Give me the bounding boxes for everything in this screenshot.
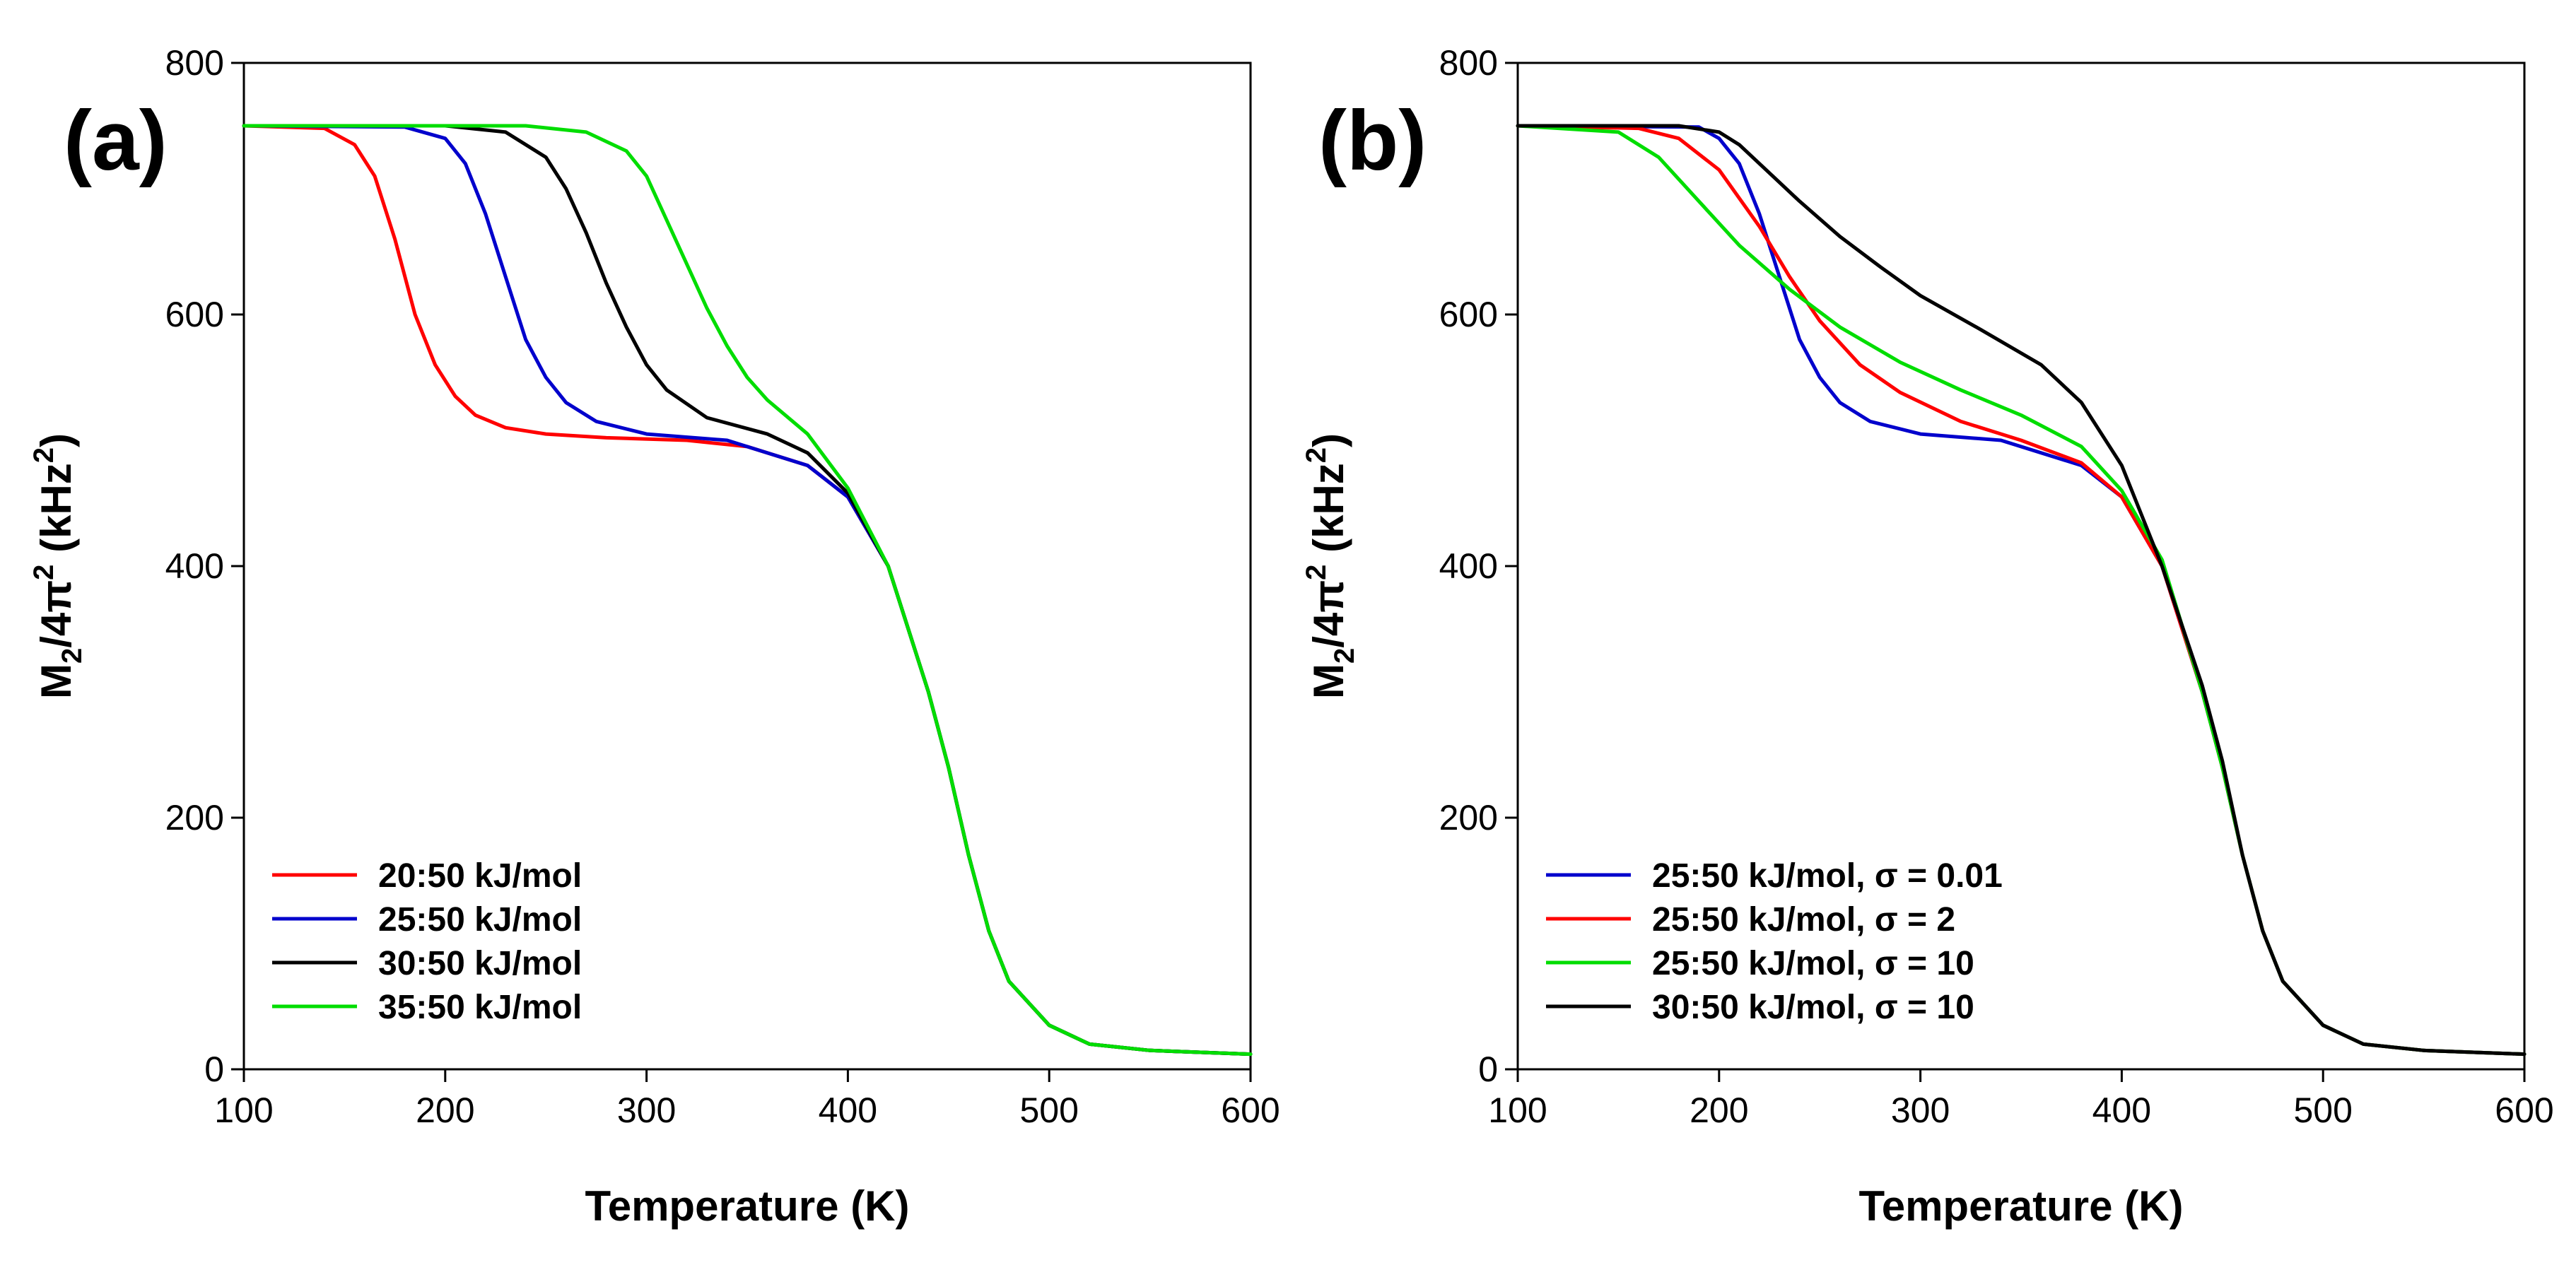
y-tick-label: 0 <box>204 1049 224 1089</box>
y-label-slash: /4 <box>1305 612 1352 648</box>
x-tick-label: 200 <box>1690 1090 1748 1130</box>
y-tick-label: 800 <box>1439 43 1498 83</box>
legend-label: 25:50 kJ/mol, σ = 10 <box>1652 945 1974 982</box>
y-label-unit: (kHz <box>1305 463 1352 564</box>
x-tick-label: 600 <box>2495 1090 2553 1130</box>
legend-label: 25:50 kJ/mol <box>378 901 582 939</box>
series-line-4 <box>1516 124 2527 1057</box>
x-axis-label: Temperature (K) <box>585 1182 910 1230</box>
y-tick-label: 0 <box>1478 1049 1498 1089</box>
panel-b: 0 200 400 600 800 100 200 300 400 500 600 (b) Tem… <box>1301 43 2554 1230</box>
x-axis-label: Temperature (K) <box>1859 1182 2184 1230</box>
y-label-unit-end: ) <box>33 433 80 447</box>
y-label-sup: 2 <box>1301 565 1332 580</box>
y-tick-label: 400 <box>165 546 224 586</box>
legend-label: 35:50 kJ/mol <box>378 989 582 1026</box>
y-label-sub: 2 <box>1329 648 1360 664</box>
y-axis-label: M2/4π2 (kHz2) <box>28 433 88 699</box>
y-label-slash: /4 <box>33 612 80 648</box>
series-line-4 <box>242 124 1253 1057</box>
y-tick-label: 800 <box>165 43 224 83</box>
y-label-unit-end: ) <box>1305 433 1352 447</box>
y-label-unit-sup: 2 <box>1301 447 1332 463</box>
y-label-sup: 2 <box>28 565 59 580</box>
legend-label: 25:50 kJ/mol, σ = 0.01 <box>1652 857 2003 895</box>
x-tick-label: 100 <box>214 1090 273 1130</box>
panel-label: (a) <box>64 93 168 188</box>
legend-label: 30:50 kJ/mol <box>378 945 582 982</box>
x-axis: 100 200 300 400 500 600 <box>1488 1069 2554 1130</box>
data-lines <box>242 124 1253 1057</box>
data-lines <box>1516 124 2527 1057</box>
x-tick-label: 500 <box>1019 1090 1078 1130</box>
x-tick-label: 400 <box>2092 1090 2151 1130</box>
y-axis: 0 200 400 600 800 <box>165 43 244 1089</box>
y-label-m: M <box>1305 664 1352 699</box>
x-axis: 100 200 300 400 500 600 <box>214 1069 1280 1130</box>
y-label-pi: π <box>33 580 80 613</box>
legend-label: 30:50 kJ/mol, σ = 10 <box>1652 989 1974 1026</box>
y-label-sub: 2 <box>57 648 88 664</box>
x-tick-label: 100 <box>1488 1090 1547 1130</box>
x-tick-label: 300 <box>617 1090 676 1130</box>
legend-label: 25:50 kJ/mol, σ = 2 <box>1652 901 1955 939</box>
y-label-unit: (kHz <box>33 463 80 564</box>
y-axis: 0 200 400 600 800 <box>1439 43 1518 1089</box>
x-tick-label: 600 <box>1221 1090 1280 1130</box>
legend-label: 20:50 kJ/mol <box>378 857 582 895</box>
x-tick-label: 300 <box>1891 1090 1950 1130</box>
x-tick-label: 200 <box>416 1090 474 1130</box>
y-tick-label: 400 <box>1439 546 1498 586</box>
y-tick-label: 600 <box>165 295 224 334</box>
x-tick-label: 400 <box>819 1090 877 1130</box>
y-tick-label: 200 <box>1439 798 1498 837</box>
y-label-pi: π <box>1305 580 1352 613</box>
panel-label: (b) <box>1318 93 1427 188</box>
y-axis-label: M2/4π2 (kHz2) <box>1301 433 1360 699</box>
y-label-m: M <box>33 664 80 699</box>
x-tick-label: 500 <box>2293 1090 2352 1130</box>
y-label-unit-sup: 2 <box>28 447 59 463</box>
y-tick-label: 600 <box>1439 295 1498 334</box>
legend: 20:50 kJ/mol 25:50 kJ/mol 30:50 kJ/mol 35:5… <box>272 857 582 1026</box>
y-tick-label: 200 <box>165 798 224 837</box>
panel-a: 0 200 400 600 800 100 200 300 400 500 600 (a) Tem… <box>28 43 1280 1230</box>
legend: 25:50 kJ/mol, σ = 0.01 25:50 kJ/mol, σ = … <box>1546 857 2003 1026</box>
